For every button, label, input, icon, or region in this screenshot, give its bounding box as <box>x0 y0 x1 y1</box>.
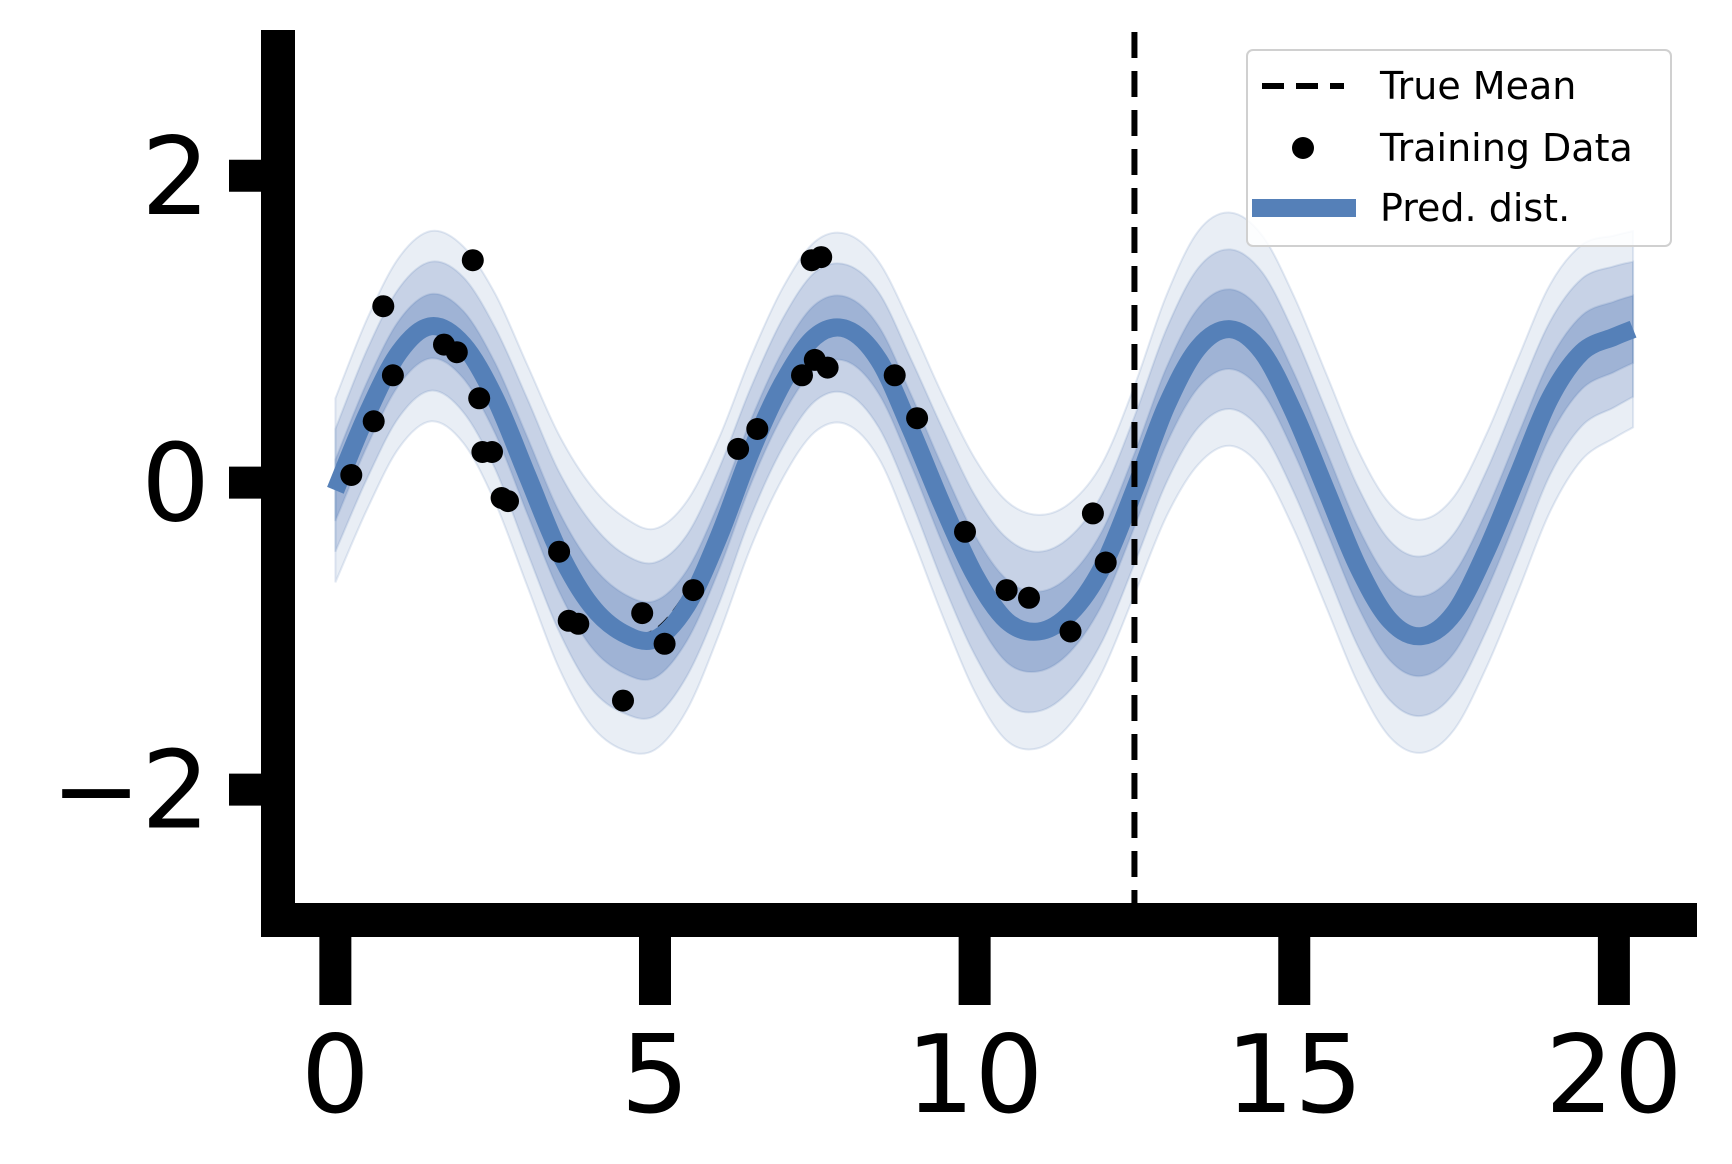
pred-mean-line <box>327 317 1637 650</box>
training-point <box>497 490 519 513</box>
axes <box>261 30 1697 937</box>
y-tick-label: −2 <box>51 729 210 854</box>
training-point <box>810 246 833 269</box>
x-tick-label: 15 <box>1226 1013 1363 1138</box>
legend-box <box>1246 49 1672 247</box>
training-point <box>445 341 468 364</box>
training-point <box>340 464 363 486</box>
training-point <box>954 520 976 543</box>
legend-label: Training Data <box>1379 126 1633 170</box>
legend: True Mean Training Data Pred. dist. <box>1246 49 1672 247</box>
pred-mean-layer <box>327 317 1637 650</box>
training-point <box>381 364 404 387</box>
training-point <box>631 602 654 625</box>
training-point <box>461 249 484 272</box>
training-point <box>612 689 634 712</box>
training-point <box>727 437 750 460</box>
training-point <box>682 579 705 602</box>
x-tick-label: 5 <box>621 1013 690 1138</box>
training-point <box>995 579 1018 602</box>
training-point <box>653 632 676 655</box>
training-point <box>567 612 590 635</box>
training-point <box>883 364 906 387</box>
training-point <box>372 295 395 318</box>
training-point <box>1081 502 1104 525</box>
y-tick-label: 2 <box>141 115 210 240</box>
ticks: 0 5 10 15 20 −2 0 2 <box>51 115 1683 1138</box>
training-point <box>548 540 571 563</box>
training-points <box>340 246 1117 712</box>
band-outer <box>334 211 1635 755</box>
band-middle <box>334 248 1635 720</box>
legend-label: Pred. dist. <box>1380 186 1570 230</box>
x-tick-label: 10 <box>906 1013 1043 1138</box>
training-point <box>816 356 839 379</box>
x-tick-label: 0 <box>301 1013 370 1138</box>
legend-label: True Mean <box>1379 64 1576 108</box>
y-tick-label: 0 <box>141 422 210 547</box>
training-point <box>362 410 385 433</box>
training-point <box>1059 620 1082 643</box>
legend-training-data-swatch <box>1292 137 1314 159</box>
training-point <box>1094 551 1117 574</box>
training-point <box>791 364 813 387</box>
training-point <box>1018 586 1040 609</box>
training-point <box>468 387 491 410</box>
x-tick-label: 20 <box>1545 1013 1682 1138</box>
training-point <box>746 418 769 440</box>
training-point <box>481 441 503 463</box>
training-point <box>906 407 929 430</box>
